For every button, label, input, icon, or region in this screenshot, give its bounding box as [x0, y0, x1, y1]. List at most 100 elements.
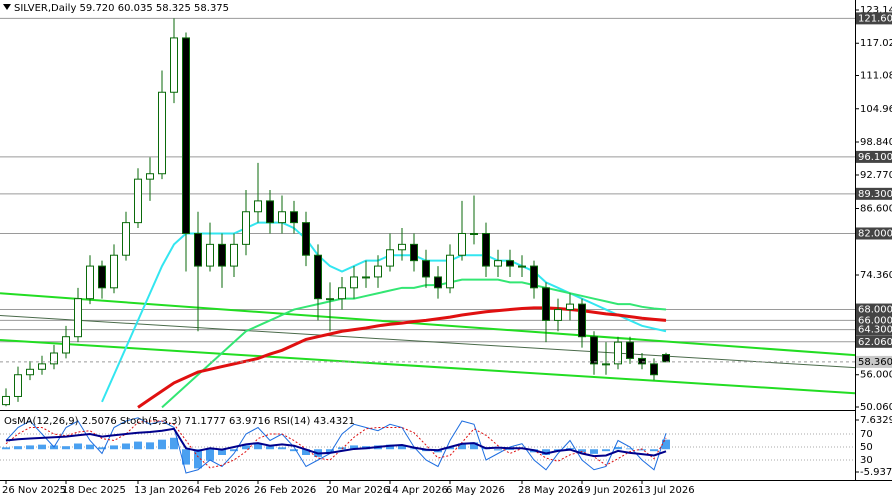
osma-bar — [662, 439, 670, 450]
osma-bar — [290, 449, 298, 452]
candle-body — [62, 336, 70, 354]
menu-arrow[interactable] — [3, 4, 11, 10]
osma-bar — [626, 448, 634, 450]
level-label-box — [856, 314, 892, 327]
candle-body — [506, 260, 514, 267]
level-label: 89.300 — [858, 189, 892, 200]
osma-bar — [38, 444, 46, 450]
y-tick-label: 98.840 — [860, 137, 892, 148]
osma-bar — [14, 446, 22, 450]
candle-body — [110, 254, 118, 289]
osma-bar — [206, 449, 214, 461]
y-tick-label: 50.060 — [860, 402, 892, 413]
osma-bar — [326, 449, 334, 454]
y-tick-label: 7.63295 — [860, 415, 892, 426]
osma-bar — [446, 447, 454, 450]
candle-body — [410, 243, 418, 262]
candle-body — [290, 211, 298, 224]
level-label-box — [856, 323, 892, 336]
x-tick-label: 18 Dec 2025 — [62, 485, 126, 496]
candle-body — [470, 232, 478, 235]
candle-body — [146, 173, 154, 180]
osma-bar — [470, 442, 478, 450]
level-label-box — [856, 12, 892, 25]
level-label: 66.000 — [858, 315, 892, 326]
y-tick-label: 117.020 — [860, 38, 892, 49]
x-tick-label: 19 Jun 2026 — [578, 485, 638, 496]
candle-body — [530, 265, 538, 289]
candle-body — [650, 363, 658, 376]
x-tick-label: 26 Feb 2026 — [254, 485, 316, 496]
candle-body — [482, 232, 490, 267]
candle-body — [122, 222, 130, 256]
osma-bar — [506, 449, 514, 451]
osma-bar — [254, 443, 262, 450]
candle-body — [554, 309, 562, 321]
candle-body — [614, 341, 622, 365]
candle-body — [386, 249, 394, 267]
candle-body — [350, 276, 358, 289]
candle-body — [74, 298, 82, 338]
level-label: 62.060 — [858, 337, 892, 348]
indicator-line — [5, 427, 667, 458]
candle-body — [158, 91, 166, 175]
candle-body — [266, 200, 274, 224]
x-tick-label: 20 Mar 2026 — [326, 485, 389, 496]
candle-body — [38, 363, 46, 370]
osma-bar — [242, 445, 250, 450]
osma-bar — [134, 441, 142, 450]
osma-bar — [266, 446, 274, 450]
candle-body — [278, 211, 286, 224]
candle-body — [662, 354, 670, 363]
osma-bar — [122, 443, 130, 450]
candle-body — [2, 395, 10, 406]
osma-bar — [26, 445, 34, 450]
osma-bar — [302, 449, 310, 455]
osma-bar — [638, 449, 646, 451]
indicator-line — [5, 417, 667, 474]
candle-body — [182, 37, 190, 234]
candle-body — [14, 374, 22, 397]
osma-bar — [194, 449, 202, 469]
candle-body — [578, 303, 586, 338]
candle-body — [206, 243, 214, 267]
osma-bar — [350, 445, 358, 450]
osma-bar — [398, 445, 406, 450]
candle-body — [458, 232, 466, 256]
trend-line — [0, 315, 856, 369]
candle-body — [362, 276, 370, 279]
level-label-box — [856, 303, 892, 316]
y2-tick-label: 50 — [860, 442, 873, 453]
candle-body — [326, 298, 334, 301]
candle-body — [98, 265, 106, 289]
candle-body — [254, 200, 262, 213]
y-tick-label: 104.960 — [860, 104, 892, 115]
osma-bar — [62, 446, 70, 450]
candle-body — [134, 178, 142, 224]
candle-body — [302, 222, 310, 256]
level-label: 64.300 — [858, 325, 892, 336]
y2-tick-label: 70 — [860, 429, 873, 440]
x-tick-label: 26 Nov 2025 — [2, 485, 66, 496]
osma-bar — [74, 443, 82, 450]
level-label-box — [856, 335, 892, 348]
x-tick-label: 13 Jan 2026 — [134, 485, 194, 496]
candle-body — [230, 243, 238, 267]
candle-body — [566, 303, 574, 311]
osma-bar — [2, 447, 10, 450]
osma-bar — [602, 449, 610, 452]
level-label: 68.000 — [858, 305, 892, 316]
osma-bar — [410, 448, 418, 450]
trend-line — [0, 338, 856, 395]
level-label-box — [856, 227, 892, 240]
osma-bar — [578, 449, 586, 453]
osma-bar — [494, 449, 502, 451]
osma-bar — [542, 449, 550, 455]
candle-body — [86, 265, 94, 300]
osma-bar — [590, 449, 598, 454]
moving-average — [161, 278, 667, 409]
candle-body — [542, 287, 550, 321]
osma-bar — [86, 444, 94, 450]
